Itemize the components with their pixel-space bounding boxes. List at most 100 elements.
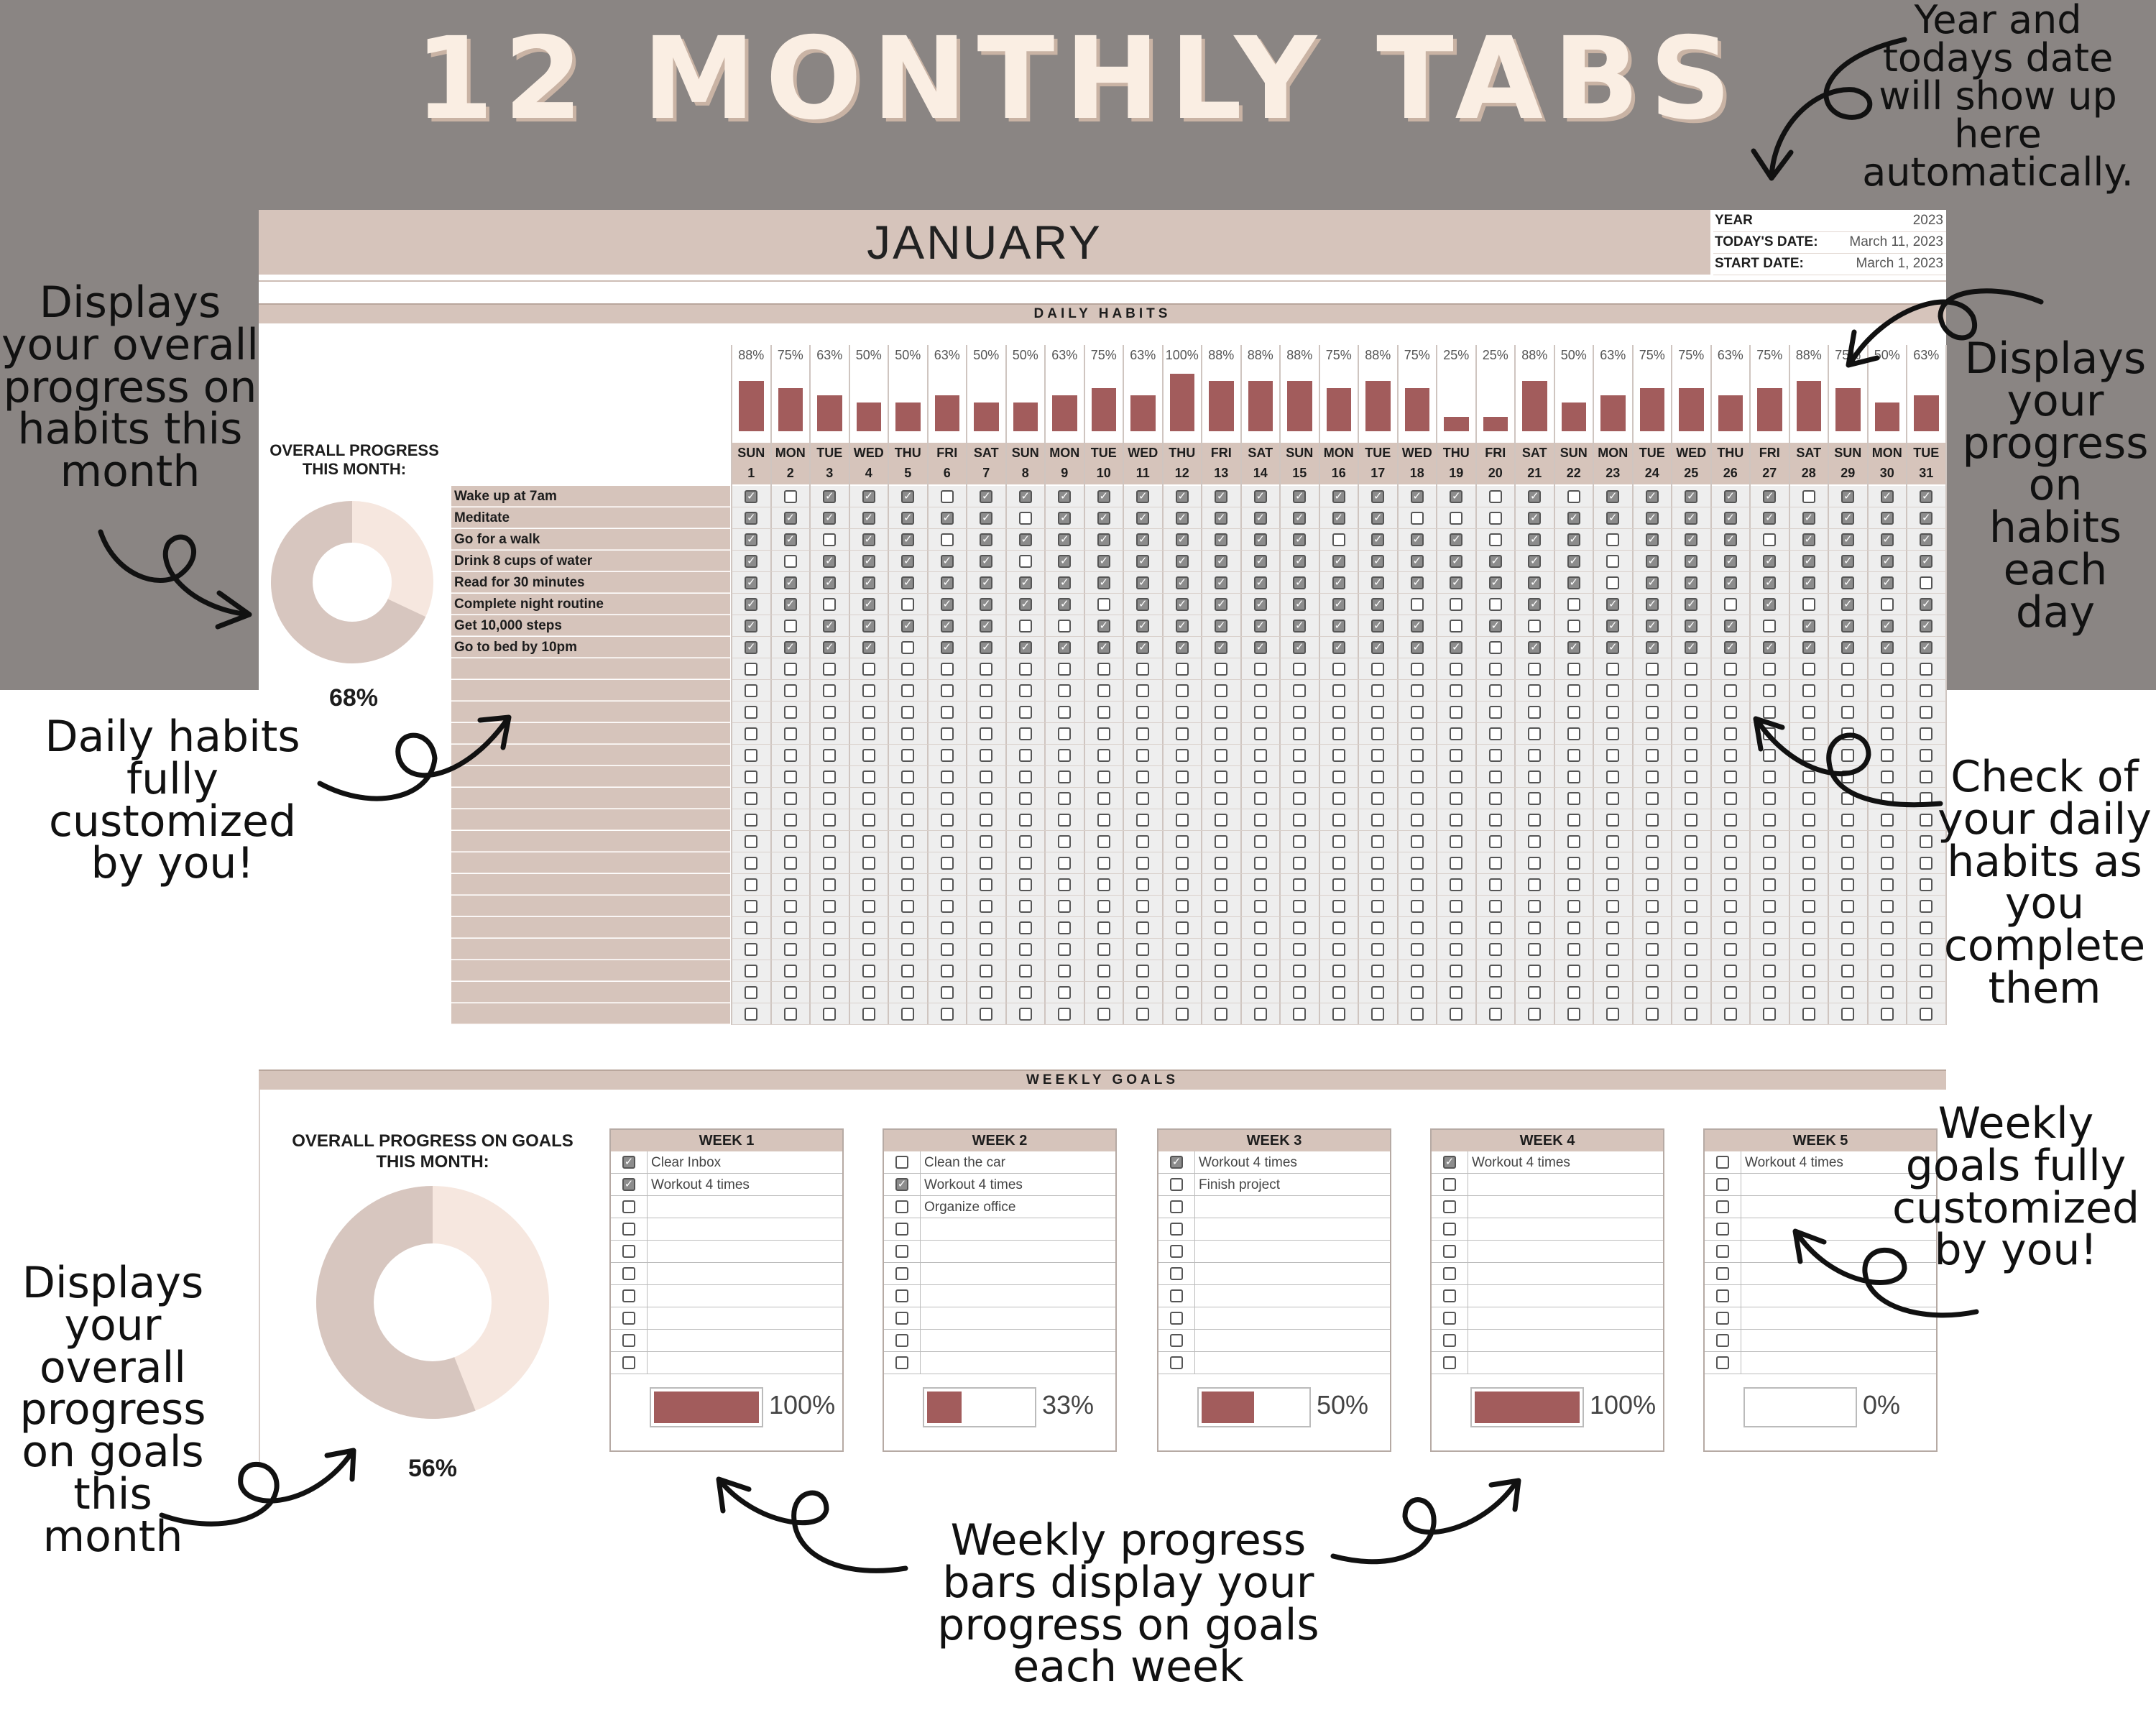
habit-checkbox[interactable] [1841, 663, 1855, 676]
habit-checkbox[interactable] [1841, 749, 1855, 762]
habit-checkbox[interactable]: ✓ [1253, 598, 1267, 611]
habit-checkbox[interactable]: ✓ [1410, 641, 1424, 654]
habit-checkbox[interactable] [1450, 684, 1463, 697]
habit-checkbox[interactable]: ✓ [1841, 598, 1855, 611]
habit-checkbox[interactable] [1215, 663, 1228, 676]
habit-checkbox[interactable]: ✓ [1018, 641, 1032, 654]
habit-checkbox[interactable] [940, 490, 954, 503]
habit-checkbox[interactable] [1488, 533, 1502, 546]
goal-text[interactable]: Organize office [924, 1200, 1016, 1215]
habit-checkbox[interactable] [1097, 943, 1110, 956]
habit-checkbox[interactable] [1488, 490, 1502, 503]
habit-checkbox[interactable]: ✓ [1723, 555, 1737, 568]
goal-checkbox[interactable] [622, 1245, 635, 1258]
habit-checkbox[interactable] [1450, 598, 1463, 611]
habit-checkbox[interactable] [1606, 857, 1620, 870]
habit-checkbox[interactable]: ✓ [1097, 512, 1110, 525]
habit-checkbox[interactable] [1763, 857, 1777, 870]
habit-checkbox[interactable] [783, 770, 797, 783]
habit-checkbox[interactable] [1097, 900, 1110, 913]
habit-name-cell[interactable]: Wake up at 7am [451, 486, 730, 507]
habit-checkbox[interactable] [1018, 792, 1032, 805]
habit-checkbox[interactable] [783, 814, 797, 827]
habit-checkbox[interactable] [862, 965, 875, 978]
habit-checkbox[interactable] [745, 749, 758, 762]
habit-checkbox[interactable] [1058, 792, 1072, 805]
habit-checkbox[interactable] [1136, 663, 1150, 676]
goal-checkbox[interactable] [622, 1334, 635, 1347]
habit-checkbox[interactable] [1293, 684, 1307, 697]
habit-checkbox[interactable] [1763, 792, 1777, 805]
habit-checkbox[interactable] [1645, 770, 1659, 783]
habit-checkbox[interactable] [1175, 900, 1189, 913]
habit-name-cell[interactable] [451, 896, 730, 916]
habit-checkbox[interactable]: ✓ [1293, 533, 1307, 546]
habit-checkbox[interactable] [1645, 727, 1659, 740]
habit-checkbox[interactable]: ✓ [1880, 576, 1894, 589]
habit-checkbox[interactable] [1763, 620, 1777, 632]
habit-checkbox[interactable] [1371, 749, 1385, 762]
habit-checkbox[interactable] [1371, 770, 1385, 783]
habit-checkbox[interactable] [1332, 684, 1345, 697]
habit-checkbox[interactable] [1723, 986, 1737, 999]
habit-checkbox[interactable]: ✓ [1293, 598, 1307, 611]
habit-checkbox[interactable] [1175, 706, 1189, 719]
habit-checkbox[interactable] [1410, 835, 1424, 848]
habit-checkbox[interactable] [901, 986, 915, 999]
habit-checkbox[interactable]: ✓ [1058, 555, 1072, 568]
habit-checkbox[interactable]: ✓ [1253, 490, 1267, 503]
habit-checkbox[interactable] [1018, 878, 1032, 891]
habit-checkbox[interactable]: ✓ [1880, 555, 1894, 568]
habit-name-cell[interactable] [451, 723, 730, 744]
habit-checkbox[interactable] [1215, 943, 1228, 956]
habit-checkbox[interactable]: ✓ [1018, 533, 1032, 546]
habit-checkbox[interactable] [1606, 555, 1620, 568]
habit-checkbox[interactable]: ✓ [1645, 533, 1659, 546]
habit-checkbox[interactable] [1215, 814, 1228, 827]
habit-checkbox[interactable]: ✓ [1097, 490, 1110, 503]
habit-checkbox[interactable] [745, 835, 758, 848]
habit-name-cell[interactable] [451, 917, 730, 938]
goal-checkbox[interactable] [1443, 1356, 1456, 1369]
habit-checkbox[interactable] [1175, 878, 1189, 891]
habit-checkbox[interactable] [1410, 900, 1424, 913]
habit-checkbox[interactable] [1136, 965, 1150, 978]
habit-checkbox[interactable] [1293, 943, 1307, 956]
goal-checkbox[interactable] [1170, 1200, 1183, 1213]
goal-checkbox[interactable] [1716, 1356, 1729, 1369]
habit-checkbox[interactable] [823, 900, 837, 913]
habit-checkbox[interactable] [1802, 598, 1815, 611]
habit-checkbox[interactable] [1332, 900, 1345, 913]
habit-checkbox[interactable]: ✓ [1528, 512, 1542, 525]
habit-checkbox[interactable]: ✓ [1058, 533, 1072, 546]
habit-checkbox[interactable] [1450, 749, 1463, 762]
habit-checkbox[interactable] [1567, 814, 1580, 827]
habit-checkbox[interactable] [1606, 770, 1620, 783]
goal-checkbox[interactable] [895, 1334, 908, 1347]
habit-checkbox[interactable] [1058, 727, 1072, 740]
habit-checkbox[interactable] [1332, 792, 1345, 805]
habit-checkbox[interactable] [1606, 835, 1620, 848]
habit-checkbox[interactable] [1018, 727, 1032, 740]
habit-checkbox[interactable] [901, 900, 915, 913]
habit-checkbox[interactable] [940, 943, 954, 956]
habit-checkbox[interactable] [823, 878, 837, 891]
habit-checkbox[interactable]: ✓ [1018, 576, 1032, 589]
habit-checkbox[interactable] [1685, 965, 1698, 978]
habit-checkbox[interactable]: ✓ [1488, 620, 1502, 632]
goal-checkbox[interactable] [1443, 1267, 1456, 1280]
habit-checkbox[interactable] [901, 727, 915, 740]
habit-checkbox[interactable]: ✓ [1175, 641, 1189, 654]
habit-checkbox[interactable] [1763, 814, 1777, 827]
habit-checkbox[interactable] [1685, 986, 1698, 999]
habit-checkbox[interactable] [1841, 986, 1855, 999]
goal-checkbox[interactable] [1170, 1178, 1183, 1191]
habit-checkbox[interactable] [1763, 727, 1777, 740]
habit-checkbox[interactable] [1018, 1008, 1032, 1021]
habit-checkbox[interactable]: ✓ [1293, 620, 1307, 632]
habit-checkbox[interactable] [1645, 857, 1659, 870]
habit-checkbox[interactable] [1606, 663, 1620, 676]
habit-checkbox[interactable]: ✓ [1841, 533, 1855, 546]
habit-checkbox[interactable]: ✓ [1215, 555, 1228, 568]
habit-checkbox[interactable] [1018, 663, 1032, 676]
